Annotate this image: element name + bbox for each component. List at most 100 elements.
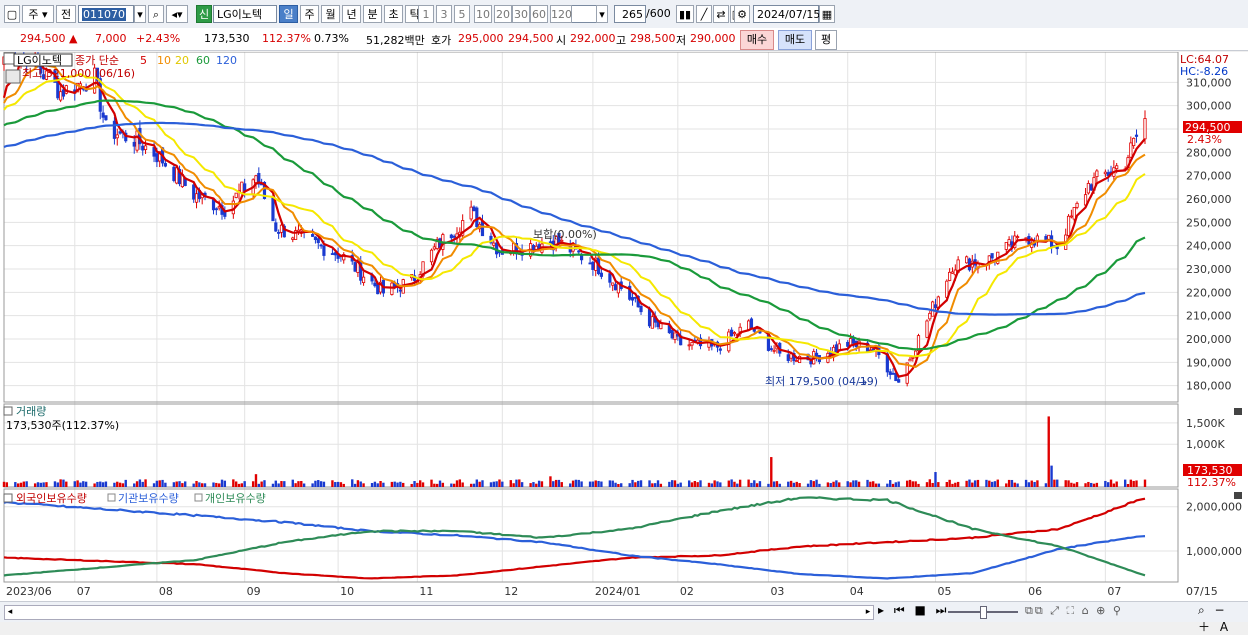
bid-price-2: 294,500 — [508, 32, 554, 45]
holding-panel-icon[interactable] — [3, 493, 13, 503]
chart-svg[interactable]: 310,000300,000290,000280,000270,000260,0… — [0, 46, 1248, 602]
volume-bar — [96, 481, 99, 487]
holding-close-icon[interactable] — [1234, 492, 1242, 499]
candle-body — [851, 338, 855, 344]
compare-icon[interactable]: ⇄ — [713, 5, 729, 23]
tab-0[interactable]: 일 — [279, 5, 298, 23]
candle-body — [192, 184, 196, 200]
view-tool-icons[interactable]: ⧉⧉ ⤢ ⛶ ⌂ ⊕ ⚲ — [1025, 604, 1123, 617]
volume-bar — [617, 483, 620, 487]
candle-body — [42, 74, 46, 80]
tab-1[interactable]: 주 — [300, 5, 319, 23]
candle-body — [76, 82, 80, 93]
stock-name-field[interactable]: LG이노텍 — [213, 5, 277, 23]
chart-tool-icon[interactable] — [5, 69, 21, 84]
tab-2[interactable]: 월 — [321, 5, 340, 23]
candle-body — [613, 284, 618, 291]
period-select[interactable]: 주 ▾ — [22, 5, 54, 23]
sell-button[interactable]: 매도 — [778, 30, 812, 50]
horizontal-scrollbar[interactable]: ◂ ▸ — [4, 605, 874, 620]
volume-bar — [673, 480, 677, 487]
volume-bar — [1112, 483, 1116, 487]
volume-bar — [212, 482, 215, 487]
candle-body — [579, 254, 584, 261]
tab-4[interactable]: 분 — [363, 5, 382, 23]
candle-body — [480, 221, 485, 237]
minute-button-5[interactable]: 5 — [454, 5, 470, 23]
gear-icon[interactable]: ⚙ — [734, 5, 750, 23]
scroll-left-icon[interactable]: ◂ — [7, 607, 13, 617]
chart-area[interactable]: 310,000300,000290,000280,000270,000260,0… — [0, 46, 1248, 602]
calendar-icon[interactable]: ▦ — [819, 5, 835, 23]
candle-body — [933, 304, 938, 309]
price-y-tick: 280,000 — [1186, 146, 1232, 159]
tab-5[interactable]: 초 — [384, 5, 403, 23]
volume-bar — [172, 482, 176, 487]
playback-controls[interactable]: ▸ ⏮ ■ ⏭ — [878, 603, 950, 617]
high-note: 최고 321,000 (06/16) — [22, 67, 135, 80]
volume-last-label: 173,530 — [1187, 464, 1233, 477]
minute-dropdown-icon[interactable]: ▾ — [596, 5, 608, 23]
candle-body — [1143, 118, 1147, 140]
speaker-icon[interactable]: ◂▾ — [166, 5, 188, 23]
candle-body — [834, 344, 838, 353]
volume-panel-icon[interactable] — [3, 406, 13, 416]
volume-bar — [141, 481, 144, 487]
panel-menu-icon[interactable] — [3, 52, 16, 65]
minute-button-30[interactable]: 30 — [512, 5, 530, 23]
volume-bar — [750, 482, 753, 487]
volume-bar — [990, 481, 994, 487]
volume-bar — [362, 483, 365, 487]
candle-body — [647, 308, 652, 327]
candle-body — [118, 131, 122, 134]
volume-bar — [637, 480, 640, 487]
minute-button-60[interactable]: 60 — [530, 5, 548, 23]
date-input[interactable]: 2024/07/15 — [753, 5, 820, 23]
minute-button-20[interactable]: 20 — [494, 5, 512, 23]
volume-bar — [954, 482, 957, 487]
candle-body — [330, 253, 335, 255]
search-icon[interactable]: ⌕ — [148, 5, 164, 23]
zoom-slider-handle[interactable] — [980, 606, 987, 619]
zoom-buttons[interactable]: ⌕ − ＋ A — [1198, 603, 1232, 634]
volume-bar — [832, 481, 835, 487]
buy-button[interactable]: 매수 — [740, 30, 774, 50]
tab-3[interactable]: 년 — [342, 5, 361, 23]
minute-button-120[interactable]: 120 — [550, 5, 572, 23]
scroll-right-icon[interactable]: ▸ — [865, 607, 871, 617]
count-input[interactable]: 265 — [614, 5, 646, 23]
x-axis-label: 06 — [1028, 585, 1042, 598]
prev-button[interactable]: 전 — [56, 5, 76, 23]
volume-bar — [554, 479, 558, 487]
candle-body — [93, 67, 97, 94]
minute-button-10[interactable]: 10 — [474, 5, 492, 23]
window-icon[interactable]: ▢ — [4, 5, 20, 23]
code-dropdown-icon[interactable]: ▾ — [134, 5, 146, 23]
price-y-tick: 230,000 — [1186, 263, 1232, 276]
draw-tool-icon[interactable]: ╱ — [696, 5, 712, 23]
volume-bar — [382, 482, 385, 487]
volume-bar — [852, 480, 855, 487]
minute-button-3[interactable]: 3 — [436, 5, 452, 23]
flat-button[interactable]: 평 — [815, 30, 837, 50]
candle-body — [234, 192, 238, 198]
last-price-label: 294,500 — [1185, 121, 1231, 134]
volume-bar — [577, 479, 580, 487]
volume-bar — [56, 482, 59, 487]
volume-close-icon[interactable] — [1234, 408, 1242, 415]
volume-bar — [396, 482, 399, 487]
volume-bar — [874, 483, 878, 487]
candle-type-icon[interactable]: ▮▮ — [676, 5, 694, 23]
candle-body — [299, 229, 303, 232]
minute-button-1[interactable]: 1 — [418, 5, 434, 23]
holding-legend-box-1 — [107, 493, 116, 502]
volume-bar — [419, 480, 422, 487]
volume-bar — [849, 482, 852, 487]
ma-20-line — [3, 73, 1146, 358]
panel-frame-2 — [3, 488, 1179, 583]
candle-body — [322, 245, 326, 256]
volume-bar — [161, 479, 164, 487]
volume-bar — [1087, 481, 1090, 487]
stock-code-input[interactable]: 011070 — [78, 5, 134, 23]
candle-body — [59, 91, 63, 101]
